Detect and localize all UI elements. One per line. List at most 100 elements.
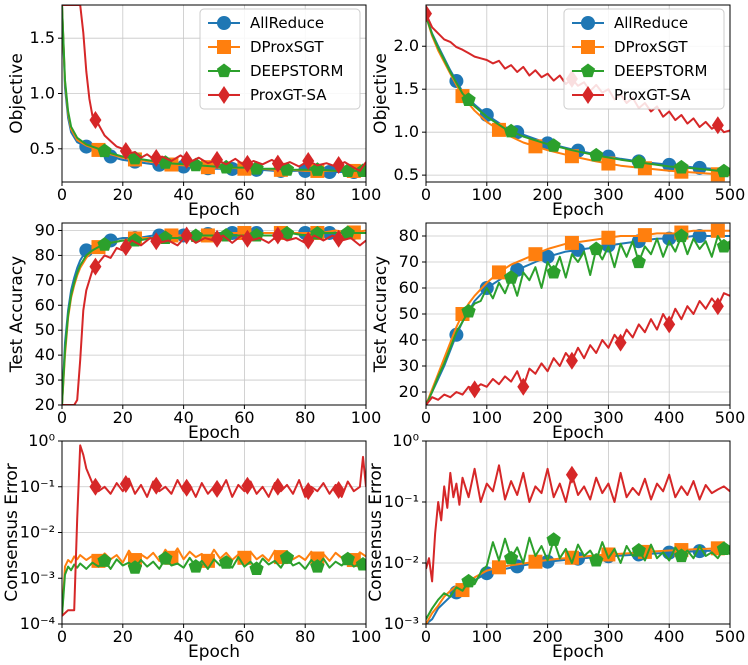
series-line-DEEPSTORM [426, 15, 730, 173]
marker-DEEPSTORM [97, 143, 112, 158]
legend-marker [216, 63, 232, 78]
x-tick-label: 400 [654, 627, 685, 646]
marker-ProxGT-SA [180, 478, 193, 497]
marker-DEEPSTORM [716, 163, 730, 178]
x-tick-label: 0 [421, 185, 431, 204]
y-tick-label: 30 [35, 370, 55, 389]
marker-ProxGT-SA [271, 154, 284, 173]
marker-ProxGT-SA [302, 151, 315, 170]
marker-DEEPSTORM [716, 238, 730, 253]
marker-DProxSGT [491, 265, 506, 280]
y-tick-label: 10⁻² [384, 553, 419, 572]
marker-DEEPSTORM [249, 561, 264, 575]
marker-DEEPSTORM [631, 543, 646, 557]
legend-entry: DEEPSTORM [614, 62, 707, 80]
series-line-ProxGT-SA [426, 464, 730, 583]
x-tick-label: 0 [57, 627, 67, 646]
x-axis-label: Epoch [188, 200, 240, 220]
marker-ProxGT-SA [89, 257, 102, 276]
marker-DProxSGT [601, 230, 616, 245]
plot-area [62, 225, 366, 405]
x-tick-label: 40 [173, 185, 193, 204]
y-tick-label: 1.0 [394, 122, 419, 141]
legend-marker [217, 16, 231, 30]
x-axis-label: Epoch [188, 642, 240, 662]
series-line-ProxGT-SA [62, 5, 366, 172]
y-tick-label: 10⁻¹ [20, 477, 55, 496]
marker-DEEPSTORM [97, 553, 112, 567]
axes-frame [425, 4, 731, 183]
legend: AllReduce DProxSGT DEEPSTORM ProxGT-SA [199, 8, 361, 110]
marker-DEEPSTORM [716, 541, 730, 555]
y-tick-label: 0.5 [394, 165, 419, 184]
marker-DEEPSTORM [158, 551, 173, 565]
y-tick-label: 10⁰ [392, 431, 419, 450]
x-tick-label: 20 [113, 627, 133, 646]
marker-ProxGT-SA [332, 480, 345, 499]
legend: AllReduce DProxSGT DEEPSTORM ProxGT-SA [563, 8, 725, 110]
marker-DEEPSTORM [546, 138, 561, 152]
marker-ProxGT-SA [241, 154, 254, 173]
y-tick-label: 20 [399, 382, 419, 401]
marker-ProxGT-SA [119, 238, 132, 257]
y-tick-label: 10⁻² [20, 523, 55, 542]
y-tick-label: 60 [399, 278, 419, 297]
legend-marker [581, 40, 595, 54]
marker-ProxGT-SA [150, 476, 163, 495]
y-tick-label: 10⁻¹ [384, 492, 419, 511]
series-line-DEEPSTORM [426, 235, 730, 405]
marker-AllReduce [692, 229, 707, 243]
marker-DEEPSTORM [97, 237, 112, 251]
marker-ProxGT-SA [180, 150, 193, 169]
marker-DProxSGT [528, 247, 543, 262]
y-tick-label: 40 [399, 330, 419, 349]
y-tick-label: 70 [399, 252, 419, 271]
marker-DEEPSTORM [631, 154, 646, 169]
x-tick-label: 40 [173, 408, 193, 427]
marker-ProxGT-SA [89, 477, 102, 496]
x-tick-label: 60 [234, 185, 254, 204]
legend-entry: DEEPSTORM [250, 62, 343, 80]
x-tick-label: 60 [234, 627, 254, 646]
y-axis-label: Objective [371, 53, 391, 134]
plot-area [62, 444, 366, 617]
x-tick-label: 200 [532, 627, 563, 646]
legend-entry: DProxSGT [250, 38, 324, 56]
marker-ProxGT-SA [711, 297, 724, 316]
marker-ProxGT-SA [211, 479, 224, 498]
series-line-AllReduce [62, 232, 366, 405]
x-tick-label: 300 [593, 627, 624, 646]
x-axis-label: Epoch [188, 423, 240, 443]
marker-DEEPSTORM [188, 559, 203, 573]
marker-ProxGT-SA [517, 377, 530, 396]
marker-DProxSGT [637, 228, 652, 243]
x-tick-label: 0 [57, 408, 67, 427]
marker-ProxGT-SA [89, 111, 102, 130]
marker-DEEPSTORM [674, 159, 689, 174]
y-axis-label: Test Accuracy [371, 256, 391, 374]
series-line-ProxGT-SA [62, 234, 366, 405]
x-tick-label: 100 [472, 627, 503, 646]
x-axis-label: Epoch [552, 200, 604, 220]
legend-marker [217, 40, 231, 54]
marker-DEEPSTORM [355, 557, 366, 571]
x-tick-label: 400 [654, 185, 685, 204]
x-tick-label: 60 [234, 408, 254, 427]
marker-DEEPSTORM [127, 560, 143, 574]
y-tick-label: 60 [35, 295, 55, 314]
marker-DProxSGT [491, 560, 506, 575]
marker-DEEPSTORM [504, 270, 519, 284]
y-tick-label: 10⁻³ [384, 614, 419, 633]
marker-ProxGT-SA [180, 226, 193, 245]
x-tick-label: 200 [532, 185, 563, 204]
y-axis-label: Test Accuracy [7, 256, 27, 374]
marker-ProxGT-SA [565, 351, 578, 370]
series-line-DEEPSTORM [62, 556, 366, 616]
marker-DEEPSTORM [504, 123, 519, 138]
marker-AllReduce [692, 160, 707, 175]
plot-area [426, 464, 730, 624]
marker-ProxGT-SA [426, 5, 432, 23]
marker-DProxSGT [601, 156, 616, 171]
marker-DEEPSTORM [340, 551, 355, 566]
